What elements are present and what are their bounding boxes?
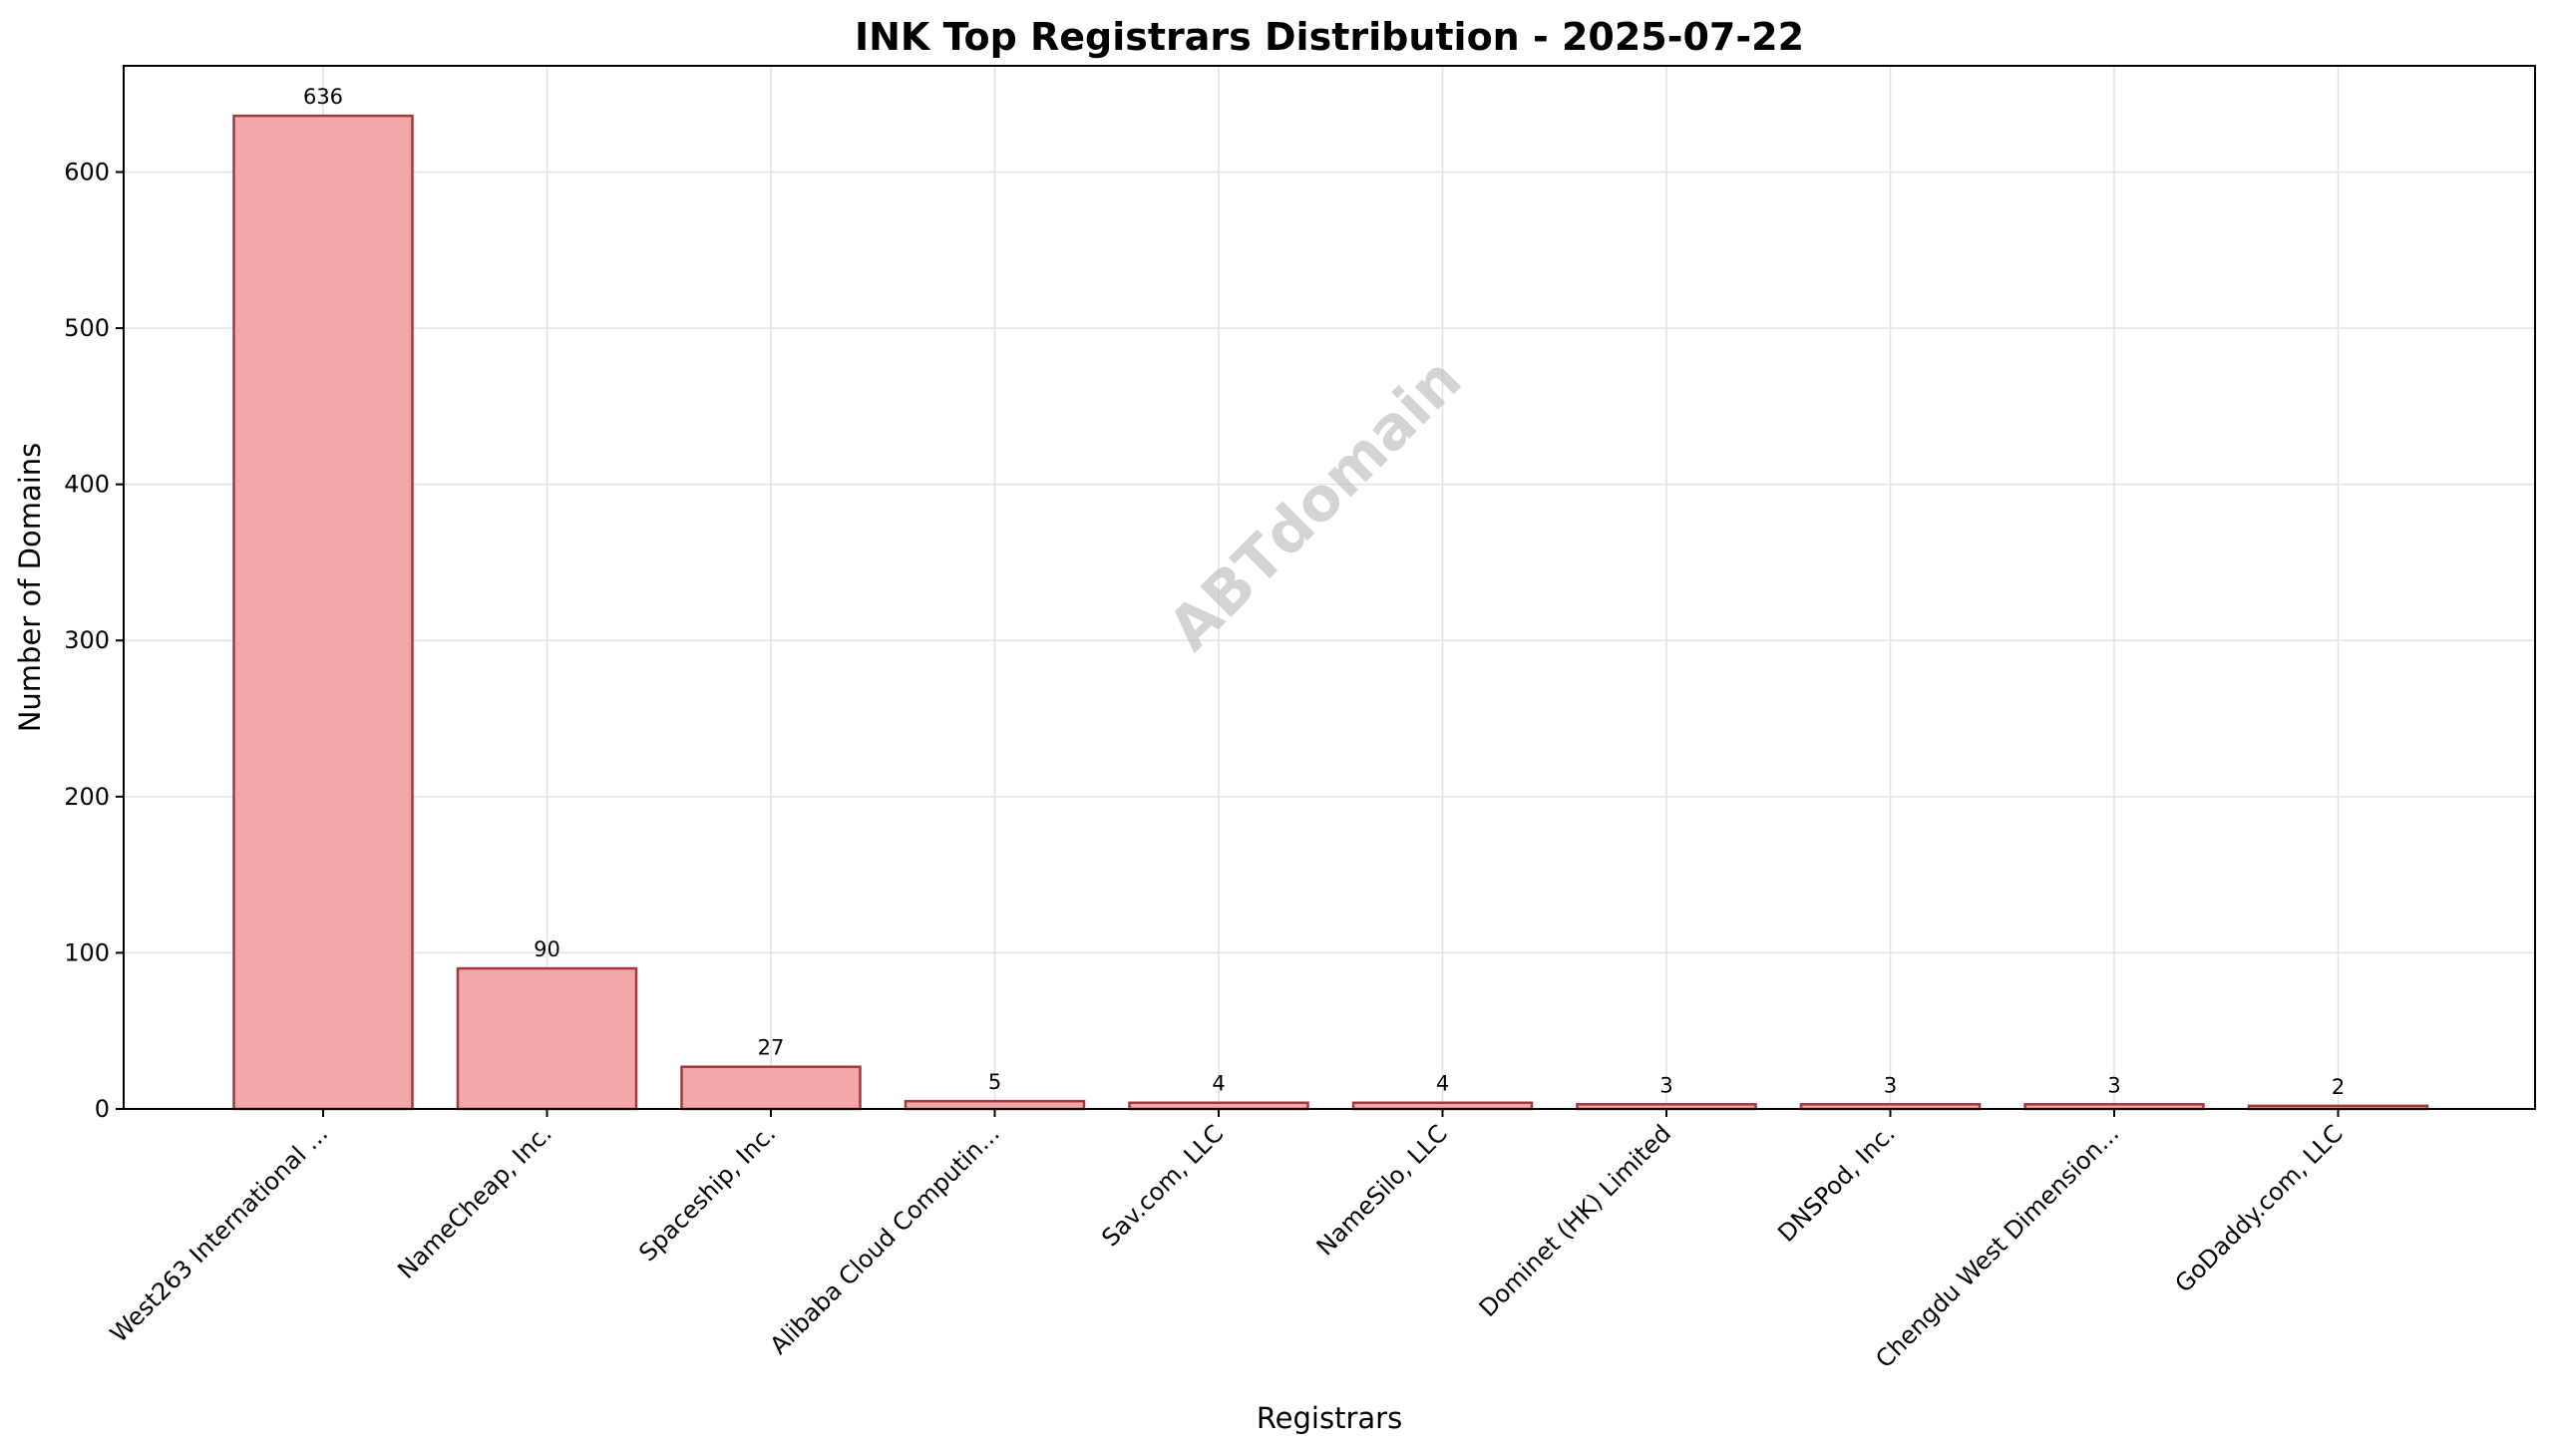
bar-value-label: 90 <box>534 937 560 961</box>
x-tick-label: Chengdu West Dimension... <box>1870 1119 2124 1373</box>
y-tick-label: 400 <box>64 471 110 499</box>
bar-value-label: 3 <box>1659 1073 1672 1097</box>
bar-value-label: 4 <box>1436 1072 1449 1096</box>
x-tick-label: Dominet (HK) Limited <box>1474 1119 1677 1322</box>
x-tick-label: GoDaddy.com, LLC <box>2170 1119 2349 1297</box>
y-tick-label: 600 <box>64 158 110 185</box>
value-labels: 636 90 27 5 4 4 3 3 3 2 <box>303 85 2345 1099</box>
chart-title: INK Top Registrars Distribution - 2025-0… <box>855 15 1804 59</box>
bars <box>232 114 2429 1111</box>
bar <box>456 966 638 1111</box>
x-tick-label: NameCheap, Inc. <box>392 1119 556 1283</box>
bar-value-label: 3 <box>1884 1073 1897 1097</box>
bar-value-label: 636 <box>303 85 343 109</box>
x-tick-label: Sav.com, LLC <box>1096 1119 1229 1252</box>
bar-value-label: 3 <box>2107 1073 2120 1097</box>
x-tick-label: Spaceship, Inc. <box>633 1119 781 1267</box>
y-tick-label: 0 <box>95 1095 110 1123</box>
bar-value-label: 4 <box>1212 1072 1225 1096</box>
x-tick-label: Alibaba Cloud Computin... <box>765 1119 1005 1359</box>
watermark-text: ABTdomain <box>1155 344 1475 664</box>
y-tick-label: 100 <box>64 938 110 966</box>
bar-value-label: 5 <box>988 1070 1001 1094</box>
x-axis-label: Registrars <box>1257 1401 1402 1435</box>
x-tick-label: NameSilo, LLC <box>1311 1119 1453 1261</box>
x-axis-ticks: West263 International ... NameCheap, Inc.… <box>105 1109 2349 1373</box>
y-tick-label: 200 <box>64 783 110 811</box>
y-axis-ticks: 0 100 200 300 400 500 600 <box>64 158 124 1123</box>
x-tick-label: West263 International ... <box>105 1119 333 1347</box>
bar <box>904 1099 1086 1111</box>
bar-value-label: 27 <box>758 1036 785 1060</box>
y-tick-label: 300 <box>64 626 110 654</box>
x-tick-label: DNSPod, Inc. <box>1772 1119 1900 1247</box>
y-axis-label: Number of Domains <box>13 443 47 733</box>
bar <box>232 114 414 1111</box>
y-tick-label: 500 <box>64 314 110 342</box>
grid-lines <box>124 66 2535 1110</box>
bar-value-label: 2 <box>2332 1075 2345 1099</box>
plot-frame <box>123 65 2536 1110</box>
bar <box>680 1065 862 1111</box>
